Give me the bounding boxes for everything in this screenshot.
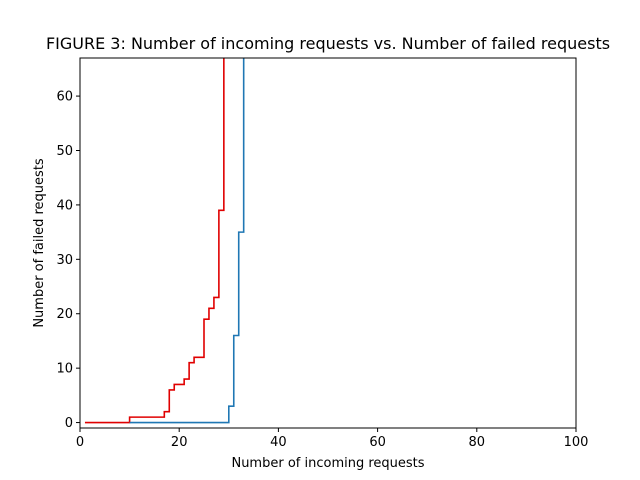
chart-title: FIGURE 3: Number of incoming requests vs… — [46, 34, 610, 53]
x-tick-label: 40 — [270, 435, 287, 450]
y-tick-label: 40 — [56, 198, 73, 213]
x-tick-label: 80 — [469, 435, 486, 450]
series-layer — [84, 58, 245, 424]
y-axis-label: Number of failed requests — [32, 158, 47, 328]
y-tick-label: 50 — [56, 144, 73, 159]
x-tick-label: 20 — [171, 435, 188, 450]
series-line-2 — [129, 58, 245, 424]
y-tick-label: 60 — [56, 90, 73, 105]
x-axis: 0 20 40 60 80 100 — [76, 428, 589, 450]
x-axis-label: Number of incoming requests — [231, 456, 424, 471]
y-tick-label: 20 — [56, 307, 73, 322]
y-axis: 0 10 20 30 40 50 60 — [56, 90, 80, 431]
x-tick-label: 0 — [76, 435, 84, 450]
y-tick-label: 0 — [65, 416, 73, 431]
plot-frame — [79, 57, 577, 429]
x-tick-label: 100 — [564, 435, 589, 450]
y-tick-label: 10 — [56, 362, 73, 377]
y-tick-label: 30 — [56, 253, 73, 268]
series-line-1 — [84, 58, 225, 424]
x-tick-label: 60 — [369, 435, 386, 450]
